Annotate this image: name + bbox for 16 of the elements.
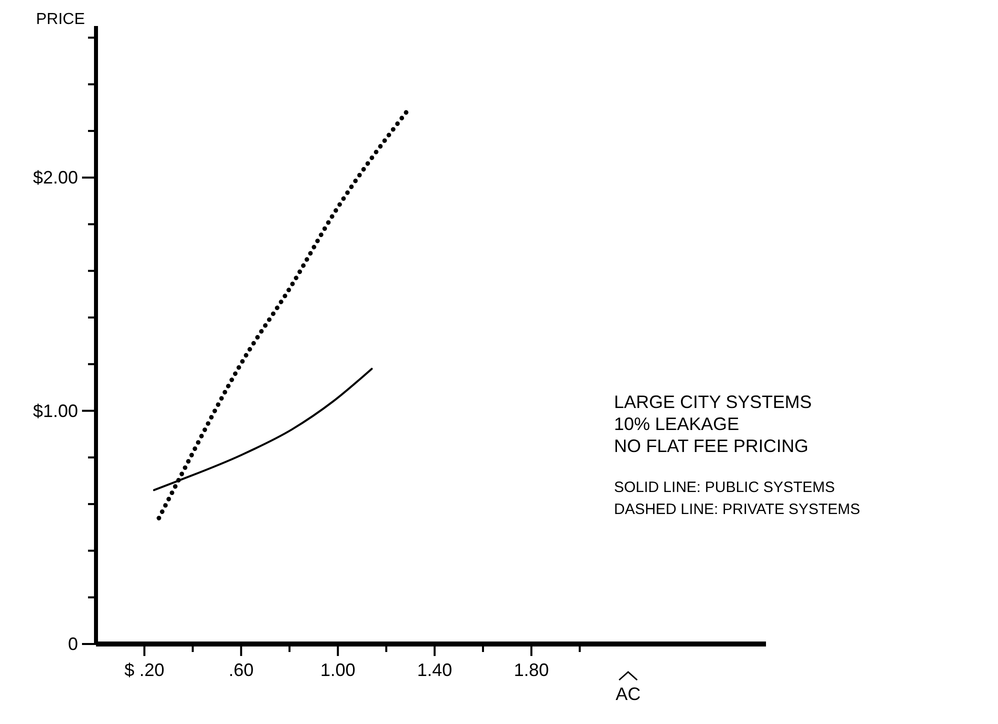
annotation: NO FLAT FEE PRICING	[614, 436, 808, 456]
y-tick-label: $1.00	[32, 400, 78, 421]
annotation: 10% LEAKAGE	[614, 414, 740, 434]
x-tick-label: 1.40	[417, 660, 452, 680]
annotation: LARGE CITY SYSTEMS	[614, 392, 812, 412]
x-tick-label: 1.00	[320, 660, 356, 680]
annotation: DASHED LINE: PRIVATE SYSTEMS	[614, 501, 860, 518]
x-axis-title: AC	[616, 684, 641, 704]
annotation: SOLID LINE: PUBLIC SYSTEMS	[614, 479, 835, 496]
y-tick-label: $2.00	[32, 168, 78, 188]
y-tick-label: 0	[68, 634, 78, 654]
x-tick-label: .60	[228, 660, 254, 680]
y-axis-title: PRICE	[36, 11, 85, 28]
line-series	[156, 108, 410, 520]
x-tick-label: $ .20	[124, 660, 164, 680]
x-tick-label: 1.80	[514, 660, 549, 680]
